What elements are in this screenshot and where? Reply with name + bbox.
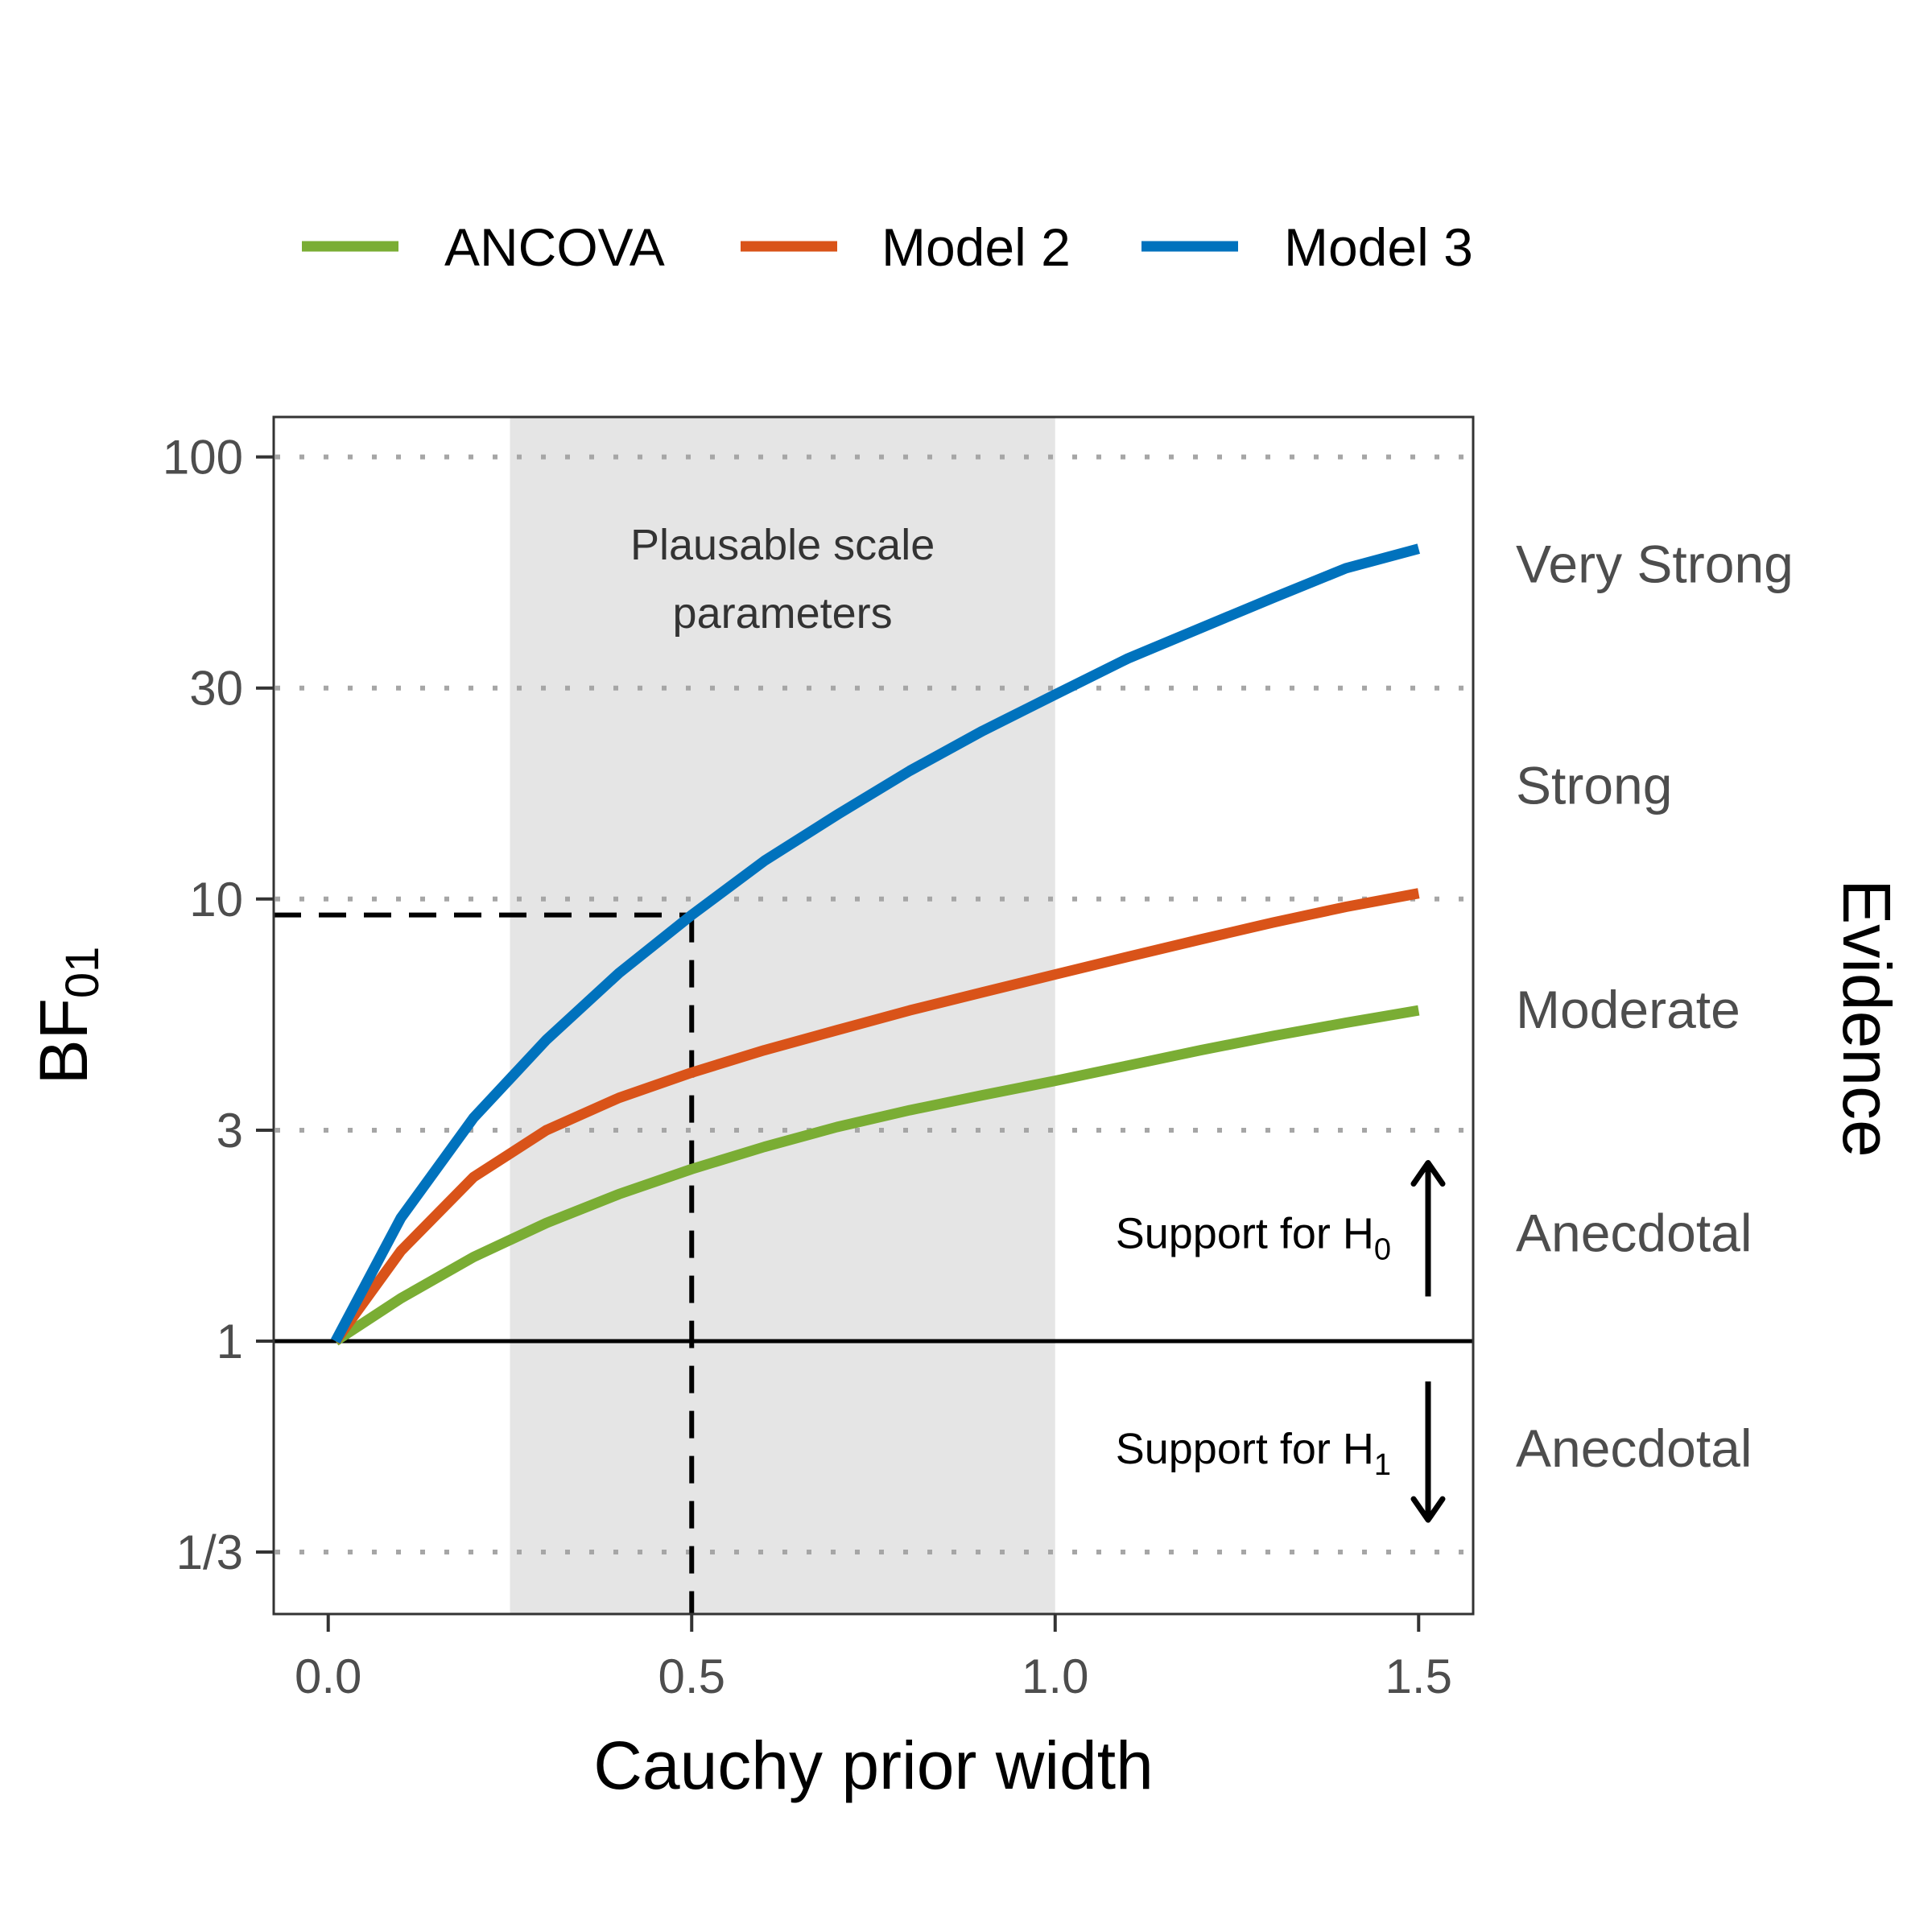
evidence-axis-title: Evidence	[1829, 879, 1905, 1158]
x-axis-title: Cauchy prior width	[593, 1728, 1154, 1803]
y-tick-label: 3	[217, 1104, 243, 1158]
legend-label: Model 2	[881, 217, 1071, 277]
y-tick-label: 10	[189, 873, 243, 927]
arrow-down-icon	[1410, 1496, 1446, 1523]
series-lines	[331, 543, 1420, 1346]
plausible-region-rect	[510, 417, 1055, 1614]
plausible-region-label-line1: Plausable scale	[630, 521, 935, 569]
y-tick-label: 1/3	[176, 1525, 243, 1579]
support-text: Support for H	[1116, 1425, 1374, 1473]
y-axis-title-main: BF	[26, 998, 101, 1084]
y-tick-label: 100	[163, 431, 243, 485]
support-annotation-h1: Support for H1	[1116, 1425, 1391, 1482]
evidence-band-label: Anecdotal	[1516, 1418, 1752, 1478]
arrow-up-icon	[1410, 1160, 1446, 1187]
plausible-region-label-line2: parameters	[673, 589, 893, 638]
evidence-band-label: Very Strong	[1516, 535, 1794, 594]
plot-panel-border	[272, 415, 1475, 1616]
support-text: Support for H	[1116, 1210, 1374, 1258]
x-tick-label: 1.0	[1022, 1649, 1088, 1703]
shaded-region: Plausable scale parameters	[510, 417, 1055, 1614]
y-axis: 1/3 1 3 10 30 100	[163, 431, 274, 1579]
x-axis: 0.0 0.5 1.0 1.5	[295, 1614, 1452, 1703]
x-tick-label: 0.0	[295, 1649, 361, 1703]
series-line-ancova	[332, 1005, 1420, 1346]
support-subscript: 0	[1374, 1233, 1391, 1267]
support-subscript: 1	[1374, 1448, 1391, 1482]
evidence-labels: Very Strong Strong Moderate Anecdotal Anecdo…	[1516, 535, 1794, 1478]
y-axis-title: BF01	[26, 947, 109, 1085]
legend-label: Model 3	[1284, 217, 1473, 277]
y-axis-title-subscript: 01	[56, 947, 109, 999]
series-line-model-3	[331, 543, 1420, 1344]
guide-lines	[274, 912, 695, 1614]
y-tick-label: 30	[189, 662, 243, 716]
evidence-band-label: Strong	[1516, 756, 1672, 815]
x-tick-label: 0.5	[658, 1649, 725, 1703]
support-annotation-h0: Support for H0	[1116, 1210, 1391, 1267]
legend-label: ANCOVA	[444, 217, 665, 277]
evidence-band-label: Moderate	[1516, 980, 1740, 1039]
x-tick-label: 1.5	[1385, 1649, 1452, 1703]
y-tick-label: 1	[217, 1315, 243, 1368]
evidence-band-label: Anecdotal	[1516, 1203, 1752, 1263]
series-line-model-2	[331, 888, 1420, 1344]
legend: ANCOVA Model 2 Model 3	[302, 217, 1473, 277]
